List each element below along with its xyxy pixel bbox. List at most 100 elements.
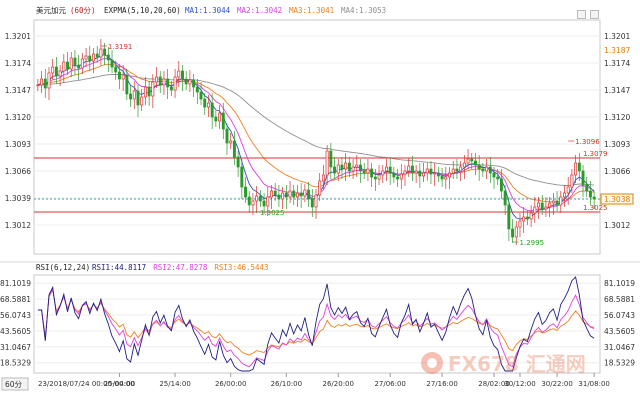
rsi-grid: 81.1019 81.1019 68.5881 68.5881 56.0743 56.07…	[0, 279, 635, 367]
rsi-right-tick: 18.5329	[604, 359, 635, 368]
candle-body	[77, 64, 81, 69]
candle-body	[255, 195, 259, 202]
candle-body	[195, 86, 199, 93]
candle-body	[533, 206, 537, 214]
rsi-right-tick: 43.5605	[604, 327, 635, 336]
candle-body	[340, 164, 344, 170]
candle-body	[559, 196, 563, 206]
candle-body	[336, 164, 340, 174]
price-right-tick: 1.3066	[604, 167, 630, 176]
candle-body	[54, 66, 58, 77]
level-line-label: 1.3025	[583, 204, 608, 212]
candle-body	[110, 59, 114, 68]
candle-body	[477, 164, 481, 170]
candle-body	[188, 79, 192, 85]
candle-body	[155, 76, 158, 83]
candle-body	[166, 78, 170, 88]
candle-body	[347, 162, 351, 172]
candle-body	[325, 150, 329, 176]
candle-body	[451, 168, 455, 174]
candle-body	[474, 160, 477, 166]
candle-body	[518, 220, 522, 228]
price-right-tick: 1.3093	[604, 140, 630, 149]
price-left-tick: 1.3174	[5, 59, 31, 68]
candle-body	[99, 48, 103, 58]
candle-body	[481, 168, 485, 172]
candle-body	[310, 198, 314, 208]
watermark: FX678 汇通网	[421, 352, 586, 376]
candle-body	[88, 55, 92, 62]
candle-body	[103, 48, 107, 56]
candle-body	[221, 112, 225, 130]
candle-body	[581, 170, 585, 186]
candle-body	[514, 226, 518, 238]
rsi-left-tick: 68.5881	[0, 295, 31, 304]
candle-body	[232, 140, 236, 158]
candle-body	[373, 176, 377, 180]
candle-body	[162, 78, 166, 86]
candle-body	[329, 150, 333, 168]
rsi-legend-item: RSI1:44.8117	[92, 263, 146, 272]
x-tick-label: 30/12:00	[504, 380, 535, 388]
candle-body	[466, 158, 470, 164]
candle-body	[444, 176, 448, 180]
rsi-left-tick: 31.0467	[0, 343, 31, 352]
annotation-label: 1.2995	[520, 239, 545, 247]
period-button-label: 60分	[5, 380, 23, 389]
candle-body	[181, 70, 184, 80]
candle-body	[314, 194, 318, 208]
candle-body	[281, 192, 285, 200]
candle-body	[62, 61, 66, 72]
candle-body	[555, 200, 559, 206]
candle-body	[459, 166, 463, 172]
rsi-legend: RSI1:44.8117 RSI2:47.8278 RSI3:46.5443	[92, 263, 269, 272]
period-button[interactable]	[1, 377, 29, 391]
candle-body	[92, 53, 95, 62]
x-tick-label: 27/16:00	[426, 380, 457, 388]
candle-body	[43, 78, 47, 89]
candle-body	[158, 76, 162, 86]
candle-body	[588, 190, 592, 198]
price-grid: 1.3201 1.3201 1.3174 1.3174 1.3147 1.3147 1.31…	[5, 32, 634, 230]
candle-body	[244, 186, 247, 198]
candle-body	[214, 116, 218, 122]
candle-body	[566, 186, 570, 194]
candle-body	[414, 170, 418, 174]
candle-body	[236, 156, 240, 168]
window-maximize-button[interactable]	[590, 10, 599, 19]
candle-body	[277, 194, 281, 200]
candle-body	[399, 173, 403, 180]
candle-body	[199, 91, 203, 100]
candle-body	[184, 78, 188, 85]
x-tick-label: 26/10:00	[271, 380, 302, 388]
candle-body	[136, 90, 140, 106]
rsi-line-rsi1	[37, 276, 595, 372]
annotation-label: 1.3025	[260, 209, 285, 217]
candle-body	[333, 166, 337, 174]
rsi-left-tick: 81.1019	[0, 279, 31, 288]
candle-body	[344, 162, 348, 170]
x-tick-label: 28/02:00	[478, 380, 509, 388]
rsi-header: RSI(6,12,24)	[36, 263, 90, 272]
ma-legend: MA1:1.3044 MA2:1.3042 MA3:1.3041 MA4:1.3053	[185, 6, 386, 15]
candle-body	[507, 204, 511, 230]
candle-body	[592, 196, 596, 200]
candle-body	[143, 86, 147, 98]
ma-line-ma4	[37, 73, 595, 186]
candle-body	[247, 196, 251, 206]
candle-body	[499, 178, 503, 192]
candle-body	[525, 216, 529, 220]
watermark-text: FX678 汇通网	[448, 352, 586, 376]
rsi-right-tick: 31.0467	[604, 343, 635, 352]
candle-body	[385, 166, 388, 172]
candle-body	[362, 170, 366, 174]
candle-body	[273, 190, 277, 196]
window-minimize-button[interactable]	[577, 10, 586, 19]
period-label: (60分)	[70, 6, 96, 15]
candle-body	[125, 74, 129, 95]
candle-body	[440, 175, 444, 180]
candle-body	[151, 81, 155, 97]
candle-body	[47, 72, 51, 89]
candle-body	[429, 168, 433, 175]
price-right-tick: 1.3147	[604, 86, 630, 95]
